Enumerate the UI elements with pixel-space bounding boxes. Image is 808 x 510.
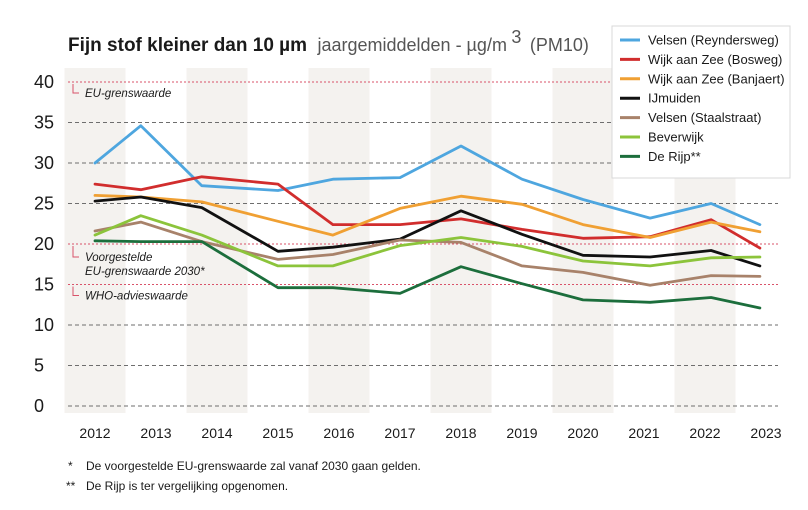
y-tick-0: 0: [34, 396, 44, 416]
legend-label-4: Velsen (Staalstraat): [648, 110, 761, 125]
x-tick-2012: 2012: [79, 425, 110, 441]
series-line-5: [93, 214, 762, 268]
chart-title: Fijn stof kleiner dan 10 µm jaargemiddel…: [68, 27, 589, 56]
chart-title-unit: jaargemiddelden - µg/m: [316, 35, 506, 55]
x-tick-2013: 2013: [140, 425, 171, 441]
x-tick-2015: 2015: [262, 425, 293, 441]
series-line-3: [93, 195, 762, 268]
x-tick-2014: 2014: [201, 425, 232, 441]
chart-title-superscript: 3: [511, 27, 521, 47]
chart-title-suffix: (PM10): [530, 35, 589, 55]
x-tick-2018: 2018: [445, 425, 476, 441]
x-tick-2023: 2023: [750, 425, 781, 441]
y-tick-25: 25: [34, 194, 54, 214]
background-bands: [64, 68, 736, 413]
band-2016: [308, 68, 370, 413]
reference-label-2-0: WHO-advieswaarde: [85, 291, 188, 303]
footnote-2-mark: **: [66, 479, 76, 493]
y-tick-10: 10: [34, 315, 54, 335]
legend-label-0: Velsen (Reyndersweg): [648, 33, 779, 48]
y-tick-30: 30: [34, 153, 54, 173]
legend-label-3: IJmuiden: [648, 91, 701, 106]
reference-bracket-0: [72, 84, 79, 94]
reference-label-1-0: Voorgestelde: [85, 252, 152, 264]
x-tick-2020: 2020: [567, 425, 598, 441]
x-tick-2016: 2016: [323, 425, 354, 441]
x-axis-ticks: 2012 2013 2014 2015 2016 2017 2018 2019 2020 2021…: [79, 425, 781, 441]
y-tick-5: 5: [34, 356, 44, 376]
reference-lines: EU-grenswaarde Voorgestelde EU-grenswaarde…: [68, 81, 778, 303]
x-tick-2022: 2022: [689, 425, 720, 441]
data-series: [93, 124, 762, 310]
footnote-2-text: De Rijp is ter vergelijking opgenomen.: [86, 479, 288, 493]
footnote-1-mark: *: [68, 459, 73, 473]
legend-items: Velsen (Reyndersweg) Wijk aan Zee (Bosweg…: [620, 33, 785, 164]
legend-label-6: De Rijp**: [648, 149, 701, 164]
x-tick-2021: 2021: [628, 425, 659, 441]
reference-bracket-2: [72, 286, 79, 296]
legend: Velsen (Reyndersweg) Wijk aan Zee (Bosweg…: [611, 25, 791, 179]
chart-title-bold: Fijn stof kleiner dan 10 µm: [68, 35, 307, 56]
series-line-6: [93, 239, 762, 310]
y-tick-20: 20: [34, 234, 54, 254]
y-axis-ticks: 0 5 10 15 20 25 30 35 40: [34, 72, 54, 416]
legend-box: [611, 25, 791, 179]
x-tick-2017: 2017: [384, 425, 415, 441]
reference-bracket-1: [72, 246, 79, 258]
x-tick-2019: 2019: [506, 425, 537, 441]
footnote-1-text: De voorgestelde EU-grenswaarde zal vanaf…: [86, 459, 421, 473]
legend-label-1: Wijk aan Zee (Bosweg): [648, 52, 782, 67]
band-2020: [552, 68, 614, 413]
reference-label-0-0: EU-grenswaarde: [85, 88, 171, 100]
y-tick-35: 35: [34, 113, 54, 133]
series-line-0: [93, 124, 762, 227]
footnotes: * De voorgestelde EU-grenswaarde zal van…: [66, 459, 421, 493]
series-line-2: [93, 193, 762, 239]
y-tick-40: 40: [34, 72, 54, 92]
y-tick-15: 15: [34, 275, 54, 295]
legend-label-5: Beverwijk: [648, 130, 704, 145]
legend-label-2: Wijk aan Zee (Banjaert): [648, 71, 785, 86]
reference-label-1-1: EU-grenswaarde 2030*: [85, 266, 205, 278]
